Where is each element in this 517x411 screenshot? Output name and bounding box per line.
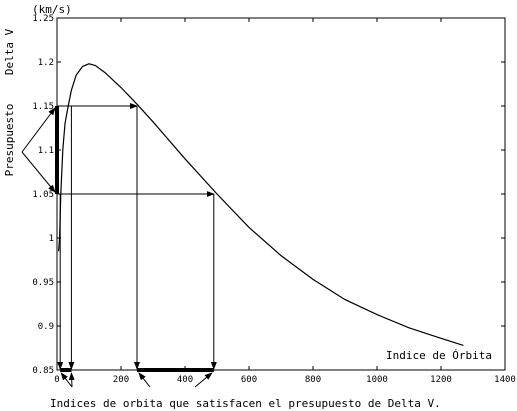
caption: Indices de orbita que satisfacen el pres… [50,397,441,410]
y-axis-unit: (km/s) [32,3,72,16]
x-tick-label: 400 [177,375,193,385]
x-tick-label: 1000 [366,375,388,385]
y-tick-label: 1.1 [38,146,54,156]
x-axis-ticks: 0 200 400 600 800 1000 1200 1400 [54,18,516,385]
y-tick-label: 0.9 [38,322,54,332]
caption-pointer-arrow [60,372,73,388]
y-tick-label: 1.05 [32,190,54,200]
y-tick-label: 0.85 [32,366,54,376]
y-tick-label: 1.25 [32,14,54,24]
satisfying-ranges [60,368,214,388]
y-tick-label: 1.15 [32,102,54,112]
y-tick-label: 1 [49,234,54,244]
x-tick-label: 200 [113,375,129,385]
budget-pointer-lower [21,151,56,193]
delta-v-curve [58,63,464,346]
budget-pointer-upper [21,107,56,153]
x-tick-label: 1200 [430,375,452,385]
x-tick-label: 1400 [494,375,516,385]
x-tick-label: 600 [241,375,257,385]
caption-pointer-arrow [194,372,213,388]
y-tick-label: 0.95 [32,278,54,288]
x-axis-label: Indice de Órbita [386,349,492,362]
y-tick-label: 1.2 [38,58,54,68]
budget-label: Presupuesto [3,104,16,177]
y-axis-label: Delta V [3,28,16,75]
x-tick-label: 800 [305,375,321,385]
caption-pointer-arrow [68,372,75,388]
x-tick-label: 0 [54,375,59,385]
caption-pointer-arrow [138,372,151,388]
series-group [58,63,464,346]
y-axis-ticks: 0.85 0.9 0.95 1 1.05 1.1 1.15 1.2 1.25 [32,14,505,376]
